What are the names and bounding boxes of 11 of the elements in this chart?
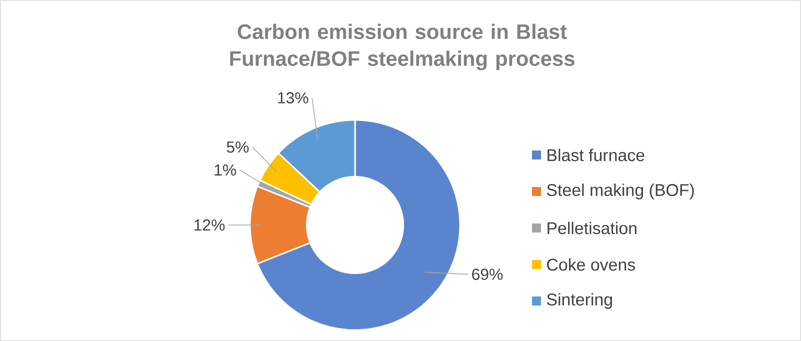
data-label: 13% xyxy=(278,92,308,104)
legend-label: Coke ovens xyxy=(547,258,636,271)
legend-label: Pelletisation xyxy=(548,222,636,234)
legend-label: Steel making (BOF) xyxy=(546,184,694,200)
chart-title: Carbon emission source in Blast Furnace/BOF steelmaking process xyxy=(230,24,574,70)
data-label: 1% xyxy=(214,164,236,176)
data-label: 12% xyxy=(194,219,225,231)
legend-label: Blast furnace xyxy=(548,148,644,162)
data-label: 5% xyxy=(226,141,249,153)
legend-label: Sintering xyxy=(546,293,612,309)
data-label: 69% xyxy=(472,268,503,280)
